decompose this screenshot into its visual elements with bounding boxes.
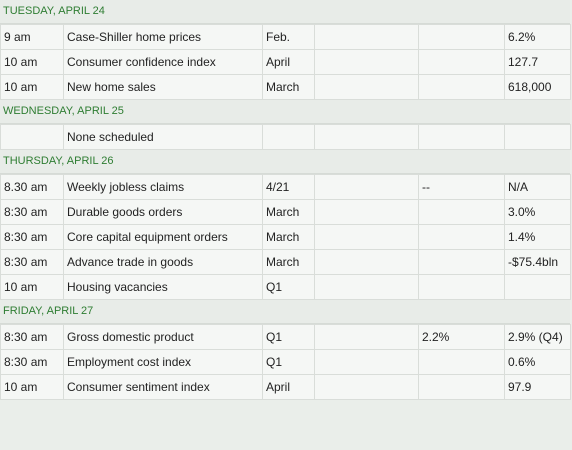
blank-cell [314,374,419,400]
forecast-cell [418,274,505,300]
blank-cell [314,224,419,250]
event-cell: Advance trade in goods [63,249,263,275]
time-cell: 8:30 am [0,249,64,275]
event-cell: Core capital equipment orders [63,224,263,250]
blank-cell [314,324,419,350]
time-cell: 9 am [0,24,64,50]
event-cell: Durable goods orders [63,199,263,225]
time-cell: 10 am [0,49,64,75]
time-cell: 10 am [0,374,64,400]
table-row: None scheduled [0,124,571,150]
table-row: 8:30 am Advance trade in goods March -$7… [0,249,571,275]
forecast-cell [418,249,505,275]
period-cell: March [262,74,315,100]
event-cell: Case-Shiller home prices [63,24,263,50]
event-cell: Consumer confidence index [63,49,263,75]
period-cell [262,124,315,150]
time-cell: 8:30 am [0,324,64,350]
events-table-wednesday: None scheduled [0,124,571,150]
forecast-cell [418,199,505,225]
previous-cell [504,124,571,150]
period-cell: Feb. [262,24,315,50]
table-row: 9 am Case-Shiller home prices Feb. 6.2% [0,24,571,50]
time-cell: 8:30 am [0,349,64,375]
period-cell: Q1 [262,324,315,350]
period-cell: March [262,249,315,275]
blank-cell [314,274,419,300]
previous-cell: 3.0% [504,199,571,225]
forecast-cell [418,224,505,250]
events-table-thursday: 8.30 am Weekly jobless claims 4/21 -- N/… [0,174,571,300]
time-cell [0,124,64,150]
event-cell: Gross domestic product [63,324,263,350]
previous-cell: 127.7 [504,49,571,75]
previous-cell: 6.2% [504,24,571,50]
previous-cell: 618,000 [504,74,571,100]
period-cell: April [262,374,315,400]
period-cell: 4/21 [262,174,315,200]
table-row: 10 am New home sales March 618,000 [0,74,571,100]
blank-cell [314,24,419,50]
time-cell: 10 am [0,74,64,100]
event-cell: Consumer sentiment index [63,374,263,400]
footer-space [0,400,570,430]
period-cell: March [262,199,315,225]
previous-cell: 2.9% (Q4) [504,324,571,350]
table-row: 8:30 am Gross domestic product Q1 2.2% 2… [0,324,571,350]
forecast-cell: -- [418,174,505,200]
table-row: 8.30 am Weekly jobless claims 4/21 -- N/… [0,174,571,200]
period-cell: April [262,49,315,75]
event-cell: None scheduled [63,124,263,150]
forecast-cell [418,124,505,150]
blank-cell [314,199,419,225]
day-header-friday: FRIDAY, APRIL 27 [0,300,570,324]
day-header-tuesday: TUESDAY, APRIL 24 [0,0,570,24]
previous-cell: N/A [504,174,571,200]
period-cell: Q1 [262,349,315,375]
event-cell: Weekly jobless claims [63,174,263,200]
previous-cell: 1.4% [504,224,571,250]
forecast-cell: 2.2% [418,324,505,350]
events-table-tuesday: 9 am Case-Shiller home prices Feb. 6.2% … [0,24,571,100]
blank-cell [314,249,419,275]
events-table-friday: 8:30 am Gross domestic product Q1 2.2% 2… [0,324,571,400]
blank-cell [314,174,419,200]
event-cell: Housing vacancies [63,274,263,300]
previous-cell: 0.6% [504,349,571,375]
forecast-cell [418,49,505,75]
time-cell: 8.30 am [0,174,64,200]
blank-cell [314,124,419,150]
forecast-cell [418,74,505,100]
forecast-cell [418,349,505,375]
time-cell: 8:30 am [0,199,64,225]
event-cell: New home sales [63,74,263,100]
table-row: 8:30 am Durable goods orders March 3.0% [0,199,571,225]
period-cell: March [262,224,315,250]
event-cell: Employment cost index [63,349,263,375]
previous-cell: 97.9 [504,374,571,400]
day-header-wednesday: WEDNESDAY, APRIL 25 [0,100,570,124]
forecast-cell [418,24,505,50]
table-row: 8:30 am Core capital equipment orders Ma… [0,224,571,250]
previous-cell: -$75.4bln [504,249,571,275]
table-row: 10 am Housing vacancies Q1 [0,274,571,300]
period-cell: Q1 [262,274,315,300]
previous-cell [504,274,571,300]
day-header-thursday: THURSDAY, APRIL 26 [0,150,570,174]
table-row: 10 am Consumer sentiment index April 97.… [0,374,571,400]
blank-cell [314,74,419,100]
table-row: 10 am Consumer confidence index April 12… [0,49,571,75]
table-row: 8:30 am Employment cost index Q1 0.6% [0,349,571,375]
blank-cell [314,49,419,75]
forecast-cell [418,374,505,400]
blank-cell [314,349,419,375]
time-cell: 8:30 am [0,224,64,250]
time-cell: 10 am [0,274,64,300]
